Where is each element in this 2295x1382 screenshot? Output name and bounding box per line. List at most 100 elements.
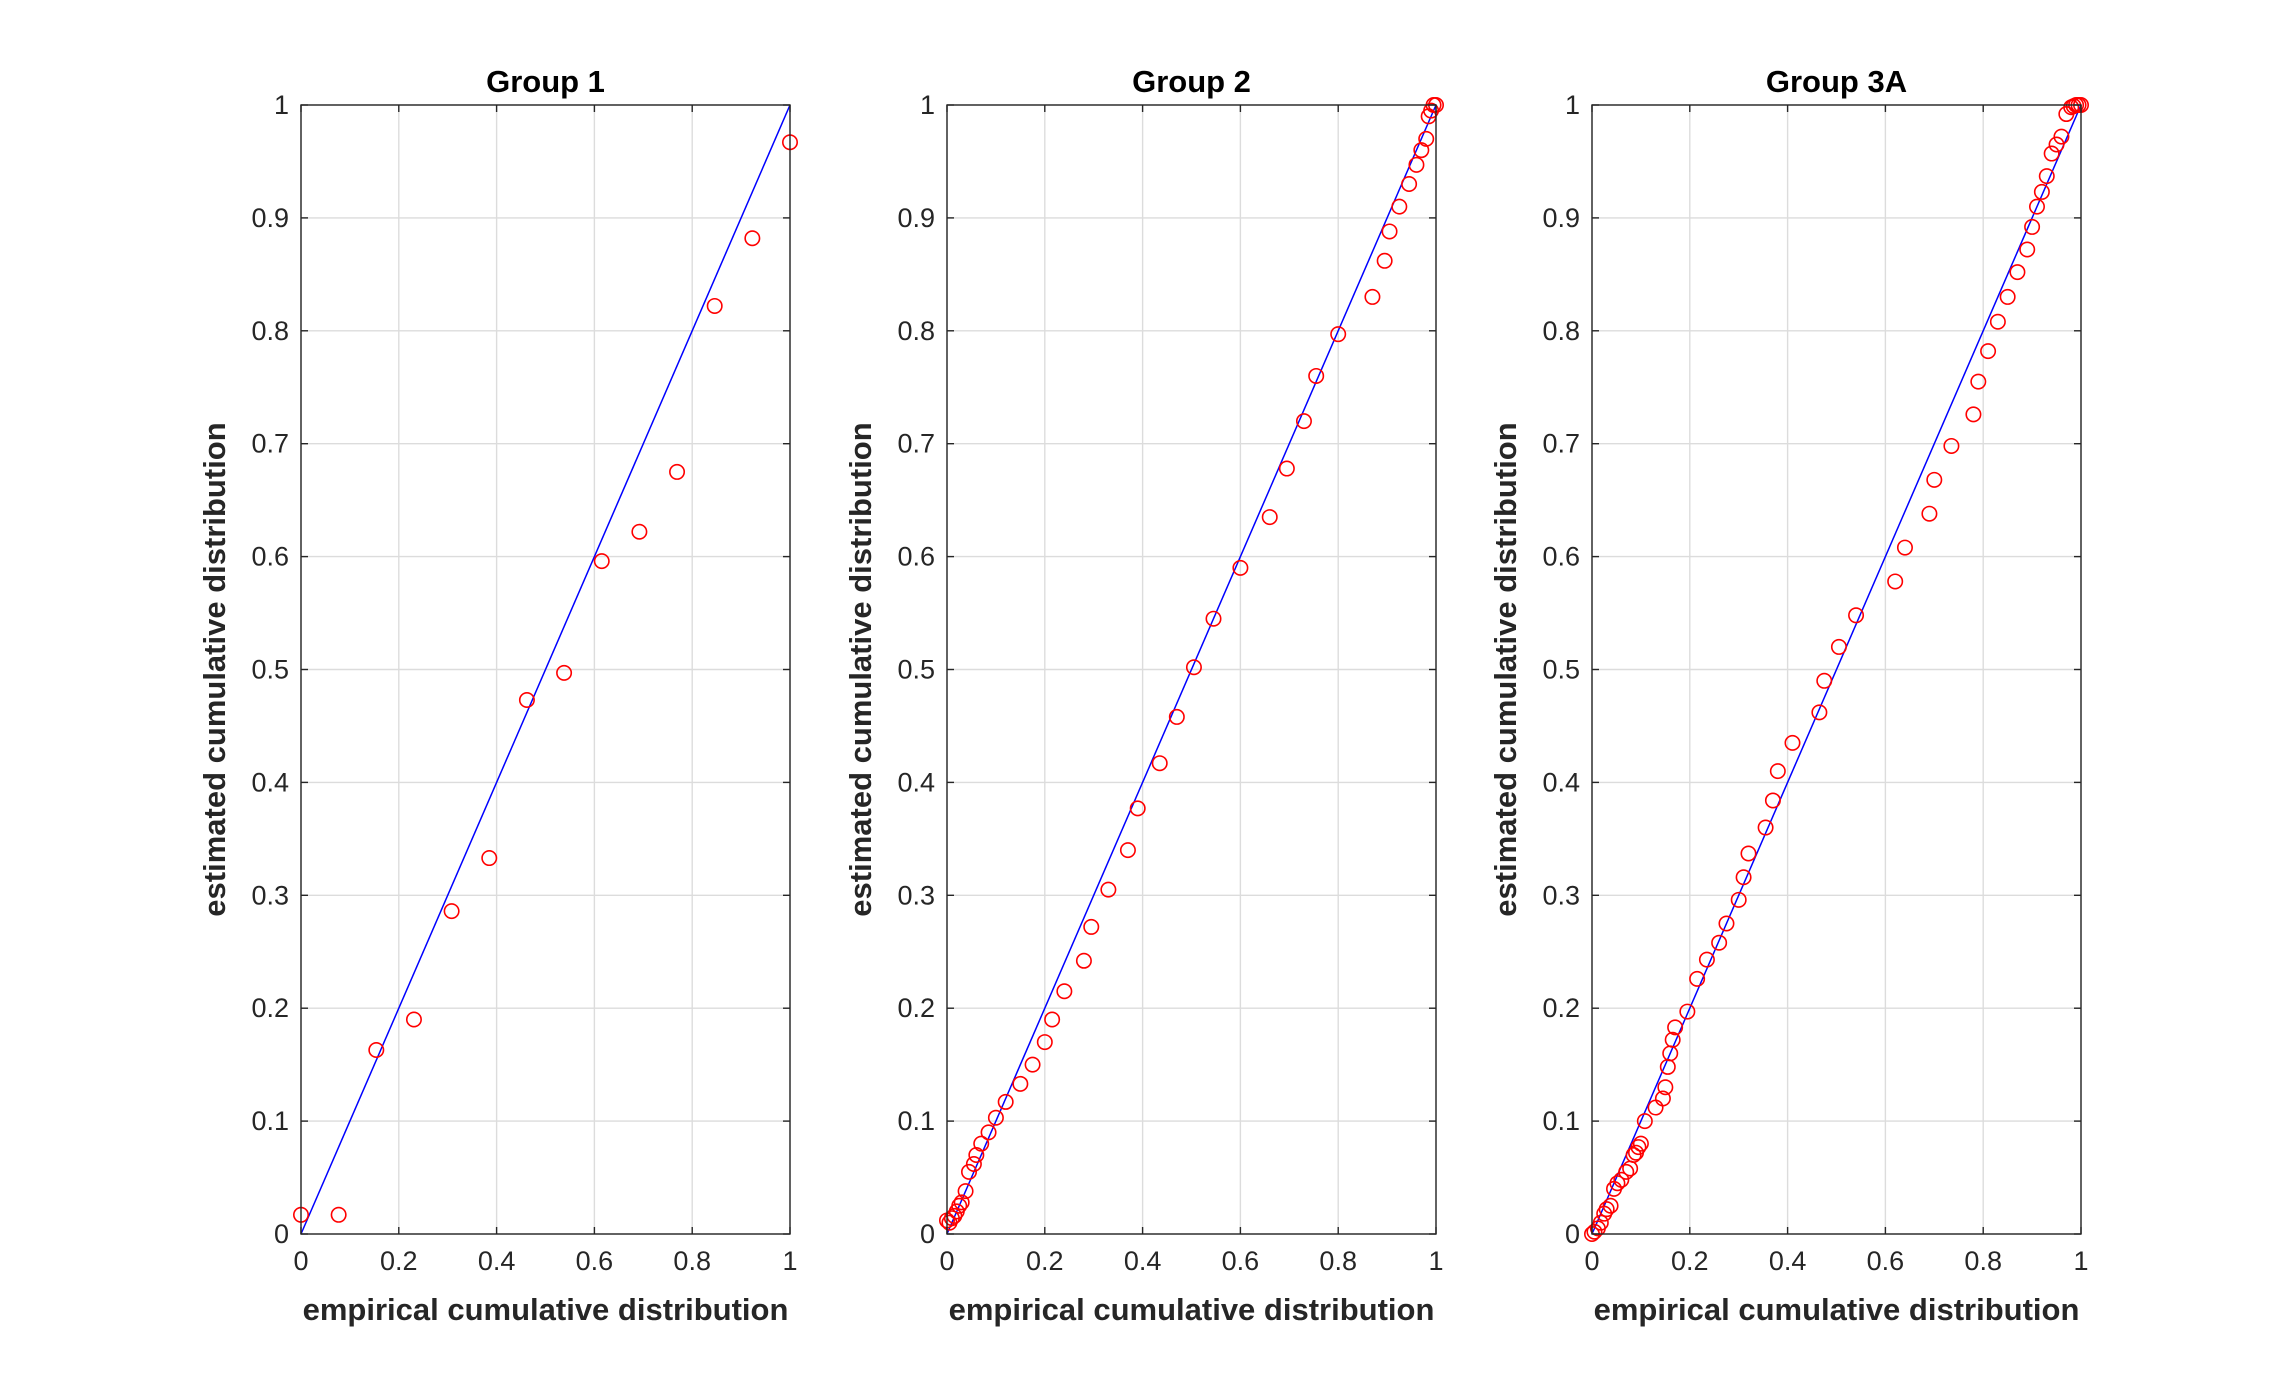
data-point — [1613, 1171, 1630, 1188]
data-point — [1413, 142, 1430, 159]
y-tick-label: 0.8 — [897, 316, 935, 346]
data-point — [1602, 1197, 1619, 1214]
y-tick-label: 0.8 — [1542, 316, 1580, 346]
reference-line — [946, 104, 1437, 1235]
y-tick-label: 0.9 — [897, 203, 935, 233]
data-point — [968, 1146, 985, 1163]
data-point — [2019, 241, 2036, 258]
chart-title: Group 1 — [486, 64, 605, 99]
data-point — [1698, 951, 1715, 968]
data-point — [1664, 1031, 1681, 1048]
y-tick-label: 0.9 — [251, 203, 289, 233]
x-tick-label: 0.2 — [1026, 1246, 1064, 1276]
data-point — [1926, 471, 1943, 488]
x-axis-label: empirical cumulative distribution — [949, 1292, 1435, 1327]
data-point — [1075, 952, 1092, 969]
x-tick-label: 0.4 — [1769, 1246, 1807, 1276]
data-point — [631, 523, 648, 540]
data-point — [1667, 1019, 1684, 1036]
data-point — [1401, 176, 1418, 193]
x-tick-label: 0.6 — [1867, 1246, 1905, 1276]
y-tick-label: 1 — [274, 90, 289, 120]
y-tick-label: 0.5 — [1542, 655, 1580, 685]
data-point — [1718, 915, 1735, 932]
x-tick-label: 0.2 — [1671, 1246, 1709, 1276]
x-tick-label: 0.8 — [1319, 1246, 1357, 1276]
x-tick-label: 0.8 — [673, 1246, 711, 1276]
chart-title: Group 3A — [1766, 64, 1907, 99]
data-point — [1965, 406, 1982, 423]
y-tick-label: 0.1 — [897, 1106, 935, 1136]
data-point — [1083, 918, 1100, 935]
data-point — [1129, 800, 1146, 817]
data-point — [1295, 413, 1312, 430]
x-tick-label: 0.6 — [576, 1246, 614, 1276]
data-point — [1119, 842, 1136, 859]
data-point — [2053, 128, 2070, 145]
data-point — [2043, 145, 2060, 162]
x-tick-label: 0 — [293, 1246, 308, 1276]
y-tick-label: 0.8 — [251, 316, 289, 346]
data-point — [1364, 288, 1381, 305]
y-axis-label: estimated cumulative distribution — [1488, 422, 1523, 916]
data-point — [1024, 1056, 1041, 1073]
data-point — [1896, 539, 1913, 556]
data-point — [2028, 198, 2045, 215]
x-tick-label: 0 — [1584, 1246, 1599, 1276]
y-tick-label: 1 — [920, 90, 935, 120]
y-tick-label: 0 — [1565, 1219, 1580, 1249]
data-point — [953, 1194, 970, 1211]
data-point — [1816, 672, 1833, 689]
y-tick-label: 0.4 — [251, 767, 289, 797]
x-tick-label: 1 — [2073, 1246, 2088, 1276]
chart-panel-1: 0 0.2 0.4 0.6 0.8 1 0 0.1 0.2 0.3 0.4 0.5 0.6 0.7 0.8 0… — [197, 64, 798, 1327]
data-point — [368, 1041, 385, 1058]
x-tick-label: 0.8 — [1964, 1246, 2002, 1276]
data-point — [1735, 869, 1752, 886]
data-point — [957, 1183, 974, 1200]
y-tick-label: 0 — [920, 1219, 935, 1249]
data-point — [1012, 1075, 1029, 1092]
data-point — [1848, 607, 1865, 624]
chart-title: Group 2 — [1132, 64, 1251, 99]
data-point — [1659, 1058, 1676, 1075]
data-point — [1784, 734, 1801, 751]
x-tick-label: 0.4 — [478, 1246, 516, 1276]
data-point — [1205, 610, 1222, 627]
data-point — [973, 1135, 990, 1152]
y-tick-label: 0 — [274, 1219, 289, 1249]
y-tick-label: 0.6 — [251, 542, 289, 572]
data-point — [1625, 1146, 1642, 1163]
y-tick-label: 0.3 — [1542, 880, 1580, 910]
y-tick-label: 0.2 — [251, 993, 289, 1023]
data-point — [1830, 638, 1847, 655]
data-point — [1622, 1160, 1639, 1177]
x-axis-label: empirical cumulative distribution — [303, 1292, 789, 1327]
data-point — [1232, 559, 1249, 576]
data-point — [1764, 792, 1781, 809]
data-point — [1654, 1090, 1671, 1107]
data-point — [2038, 168, 2055, 185]
data-point — [1980, 343, 1997, 360]
data-point — [1044, 1011, 1061, 1028]
y-tick-label: 0.9 — [1542, 203, 1580, 233]
data-point — [556, 664, 573, 681]
data-point — [593, 553, 610, 570]
data-point — [1592, 1214, 1609, 1231]
data-point — [951, 1197, 968, 1214]
data-point — [1630, 1139, 1647, 1156]
data-point — [1999, 288, 2016, 305]
data-point — [1598, 1201, 1615, 1218]
y-tick-label: 0.7 — [897, 429, 935, 459]
reference-line — [1591, 104, 2082, 1235]
data-point — [987, 1109, 1004, 1126]
data-point — [1921, 505, 1938, 522]
data-point — [1418, 130, 1435, 147]
data-point — [1308, 367, 1325, 384]
x-axis-label: empirical cumulative distribution — [1594, 1292, 2080, 1327]
data-point — [1632, 1135, 1649, 1152]
data-point — [1609, 1175, 1626, 1192]
data-point — [1970, 373, 1987, 390]
y-tick-label: 0.2 — [1542, 993, 1580, 1023]
